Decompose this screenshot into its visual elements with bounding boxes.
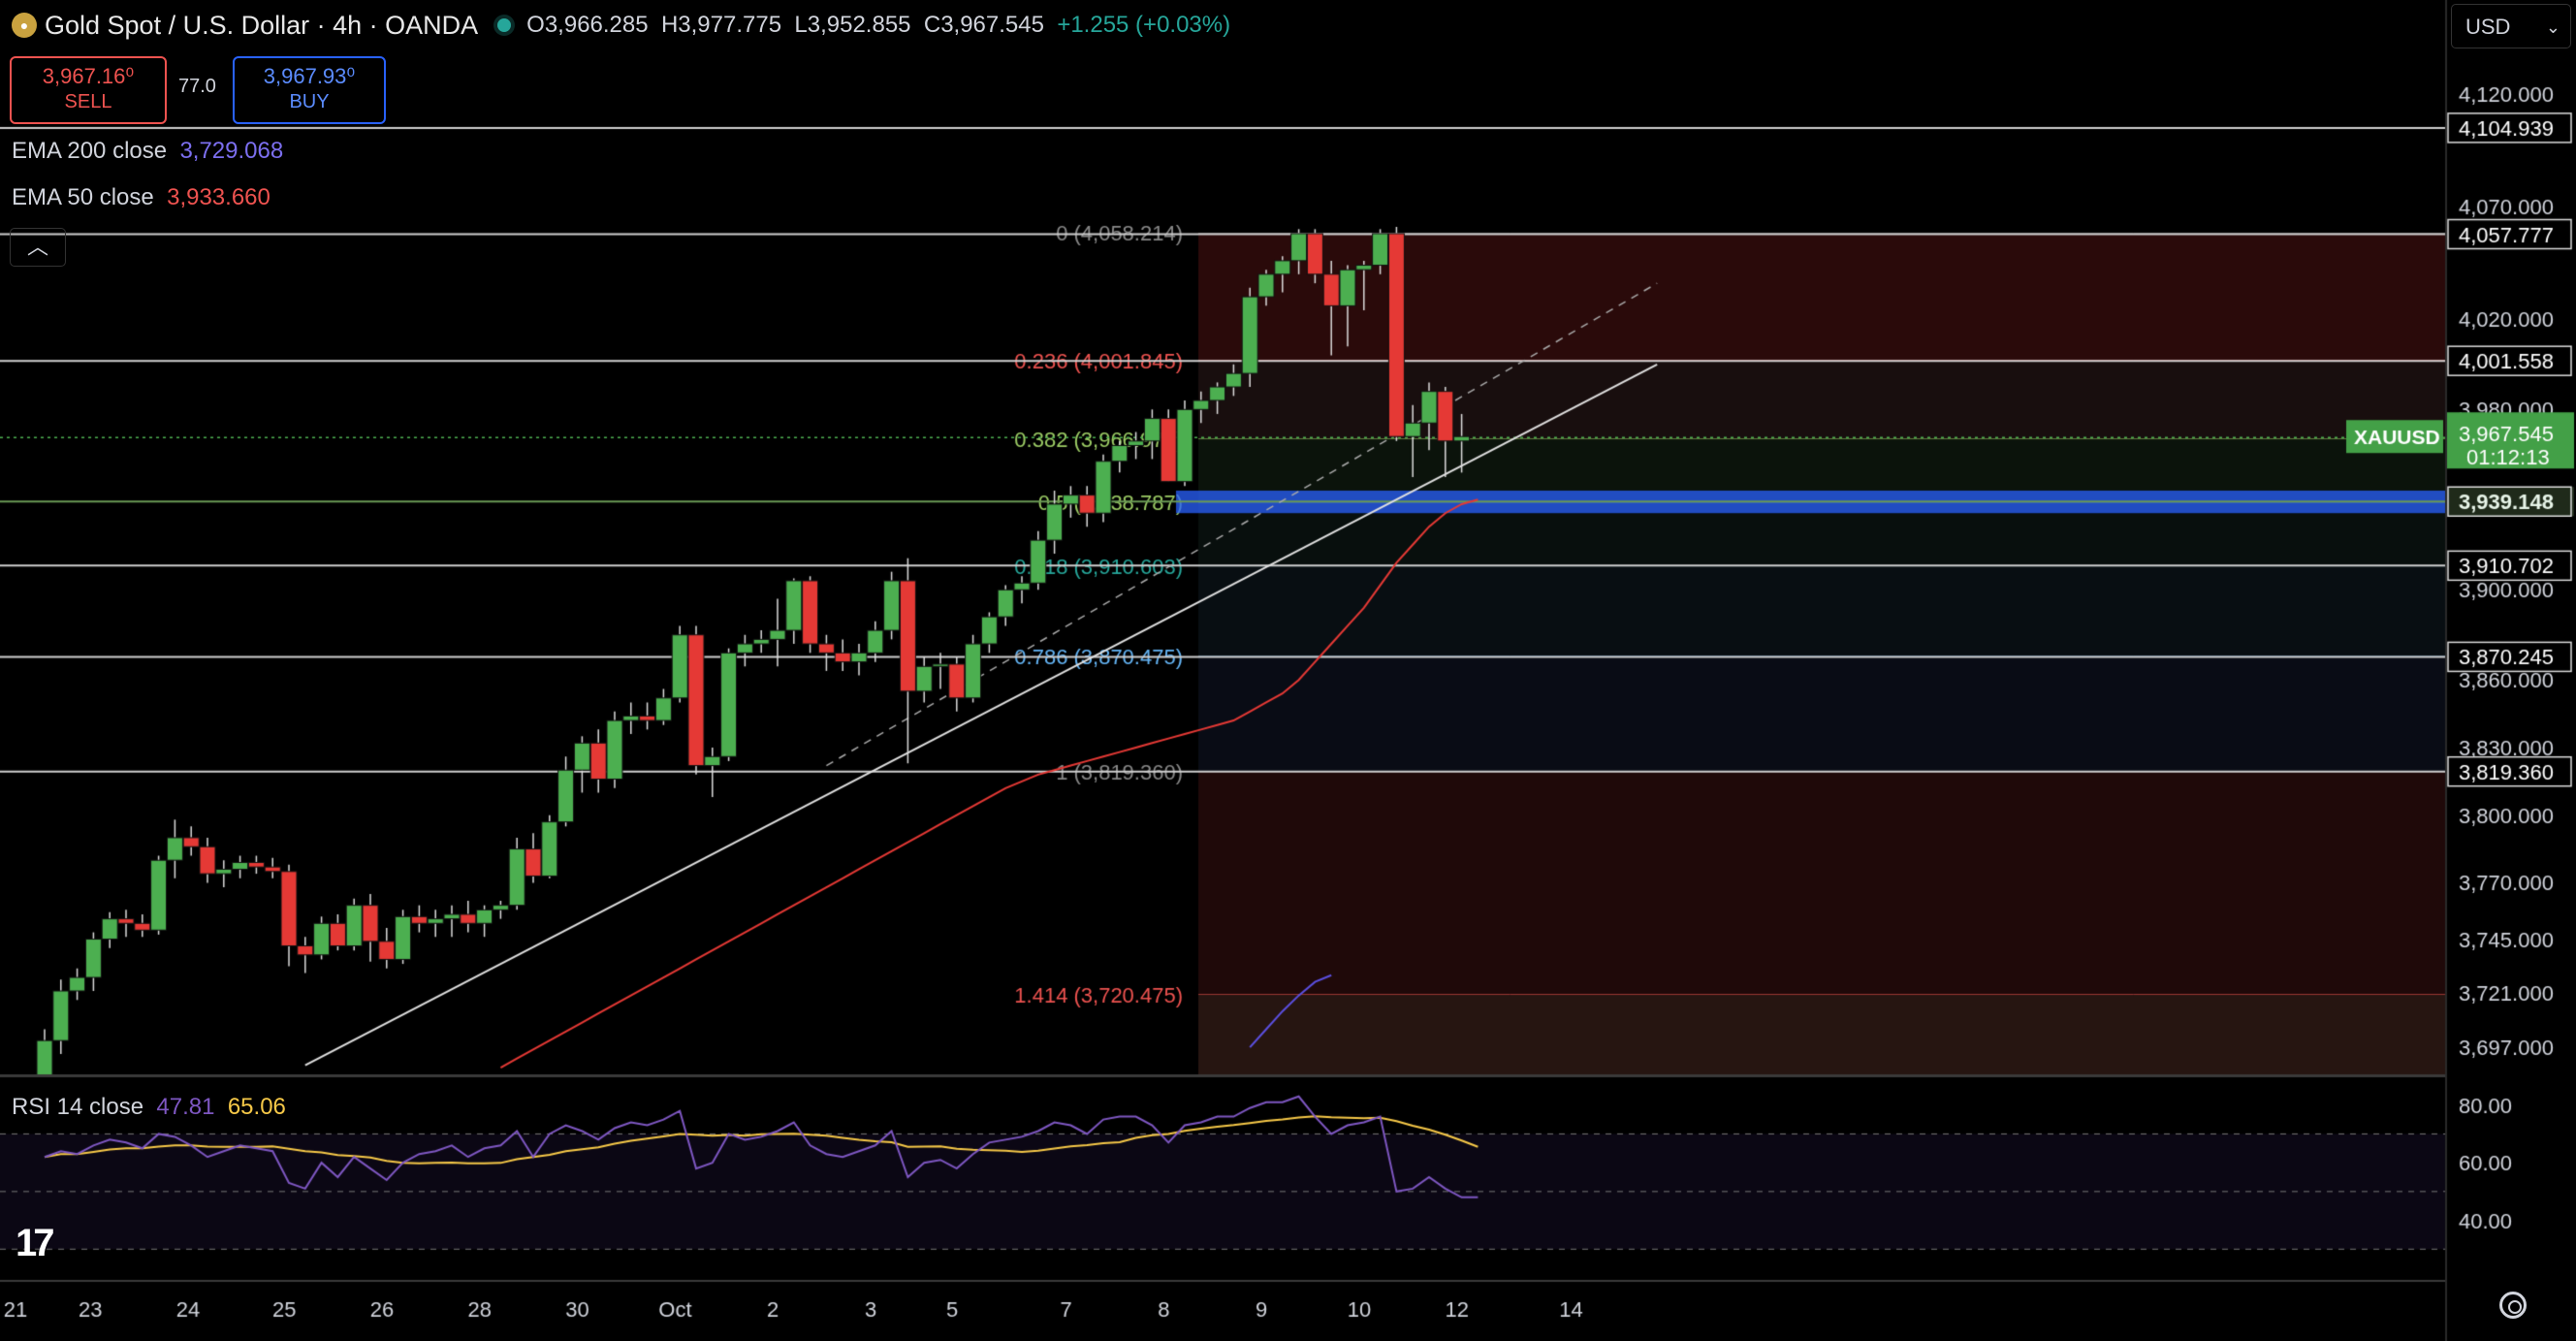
currency-select[interactable]: USD ⌄ bbox=[2451, 4, 2571, 48]
ema200-legend[interactable]: EMA 200 close 3,729.068 bbox=[12, 138, 283, 165]
sell-label: SELL bbox=[64, 91, 112, 112]
chevron-down-icon: ⌄ bbox=[2545, 17, 2560, 37]
symbol-header: ● Gold Spot / U.S. Dollar · 4h · OANDA O… bbox=[12, 6, 1230, 45]
ema200-value: 3,729.068 bbox=[179, 138, 284, 164]
buy-price: 3,967.93⁰ bbox=[263, 64, 356, 88]
currency-label: USD bbox=[2465, 15, 2511, 39]
market-open-icon bbox=[497, 18, 512, 32]
high-value: H3,977.775 bbox=[660, 12, 782, 38]
settings-gear-icon[interactable] bbox=[2499, 1292, 2527, 1319]
tradingview-logo-icon: 17 bbox=[16, 1222, 54, 1264]
low-value: L3,952.855 bbox=[794, 12, 911, 38]
change-value: +1.255 (+0.03%) bbox=[1057, 12, 1231, 38]
rsi-value: 47.81 bbox=[156, 1094, 215, 1120]
ema50-value: 3,933.660 bbox=[167, 184, 270, 210]
rsi-legend[interactable]: RSI 14 close 47.81 65.06 bbox=[12, 1094, 286, 1121]
chevron-up-icon: ︿ bbox=[26, 235, 48, 259]
rsi-label: RSI 14 close bbox=[12, 1094, 144, 1120]
spread-value: 77.0 bbox=[178, 76, 216, 97]
gold-logo-icon: ● bbox=[12, 13, 37, 38]
ema50-legend[interactable]: EMA 50 close 3,933.660 bbox=[12, 184, 270, 211]
close-value: C3,967.545 bbox=[923, 12, 1044, 38]
buy-label: BUY bbox=[289, 91, 330, 112]
sell-price: 3,967.16⁰ bbox=[42, 64, 135, 88]
rsi-ma-value: 65.06 bbox=[227, 1094, 286, 1120]
ema200-label: EMA 200 close bbox=[12, 138, 168, 164]
sell-button[interactable]: 3,967.16⁰ SELL bbox=[10, 56, 167, 124]
collapse-legend-button[interactable]: ︿ bbox=[10, 228, 66, 267]
symbol-title[interactable]: Gold Spot / U.S. Dollar · 4h · OANDA bbox=[45, 10, 479, 40]
buy-button[interactable]: 3,967.93⁰ BUY bbox=[233, 56, 386, 124]
ema50-label: EMA 50 close bbox=[12, 184, 154, 210]
ohlc-values: O3,966.285 H3,977.775 L3,952.855 C3,967.… bbox=[526, 12, 1230, 39]
open-value: O3,966.285 bbox=[526, 12, 649, 38]
